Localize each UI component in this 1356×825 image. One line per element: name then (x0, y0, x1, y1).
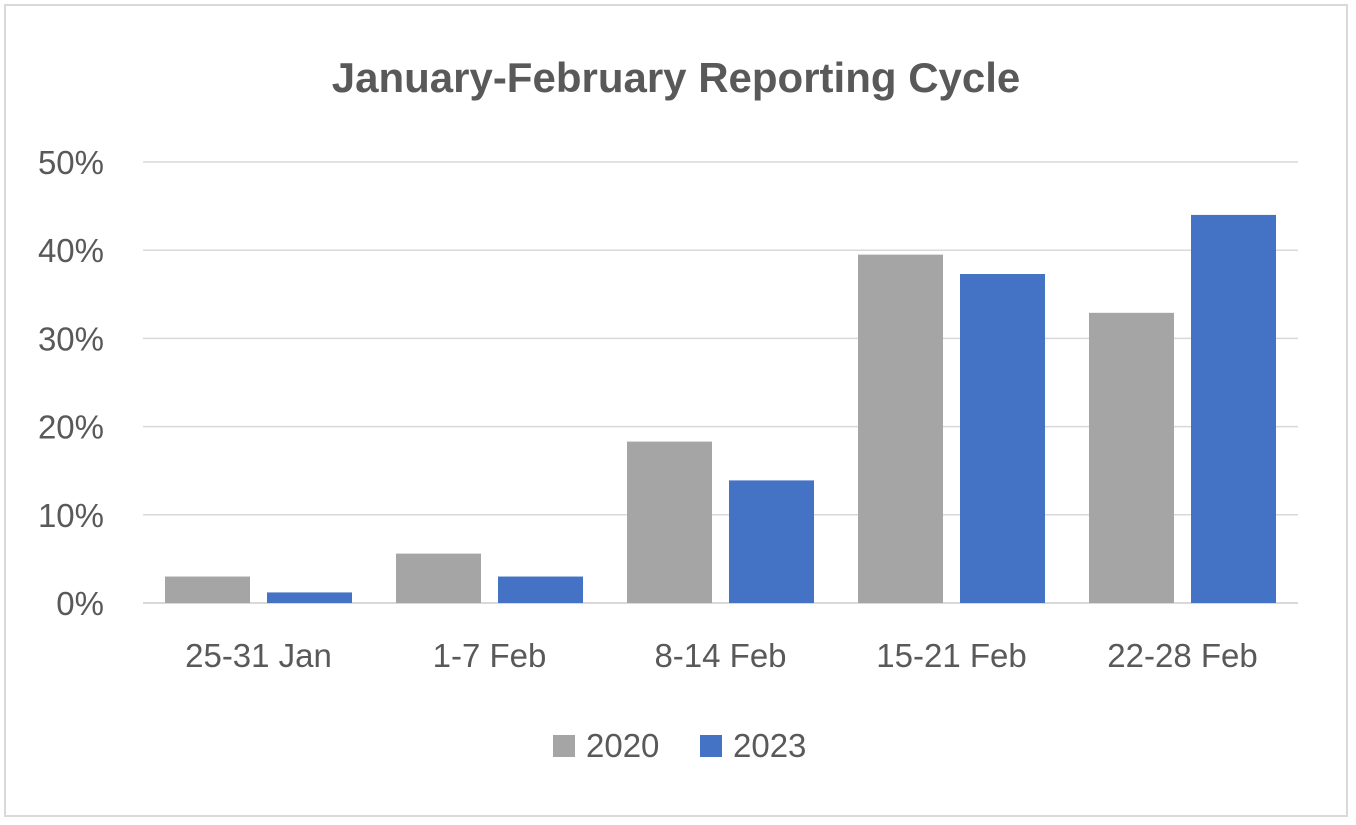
x-tick-label: 8-14 Feb (654, 637, 786, 674)
y-tick-label: 10% (38, 497, 104, 534)
bar-2023-2 (729, 480, 814, 603)
bar-2020-4 (1089, 312, 1174, 603)
x-tick-label: 1-7 Feb (433, 637, 547, 674)
bar-2023-4 (1191, 214, 1276, 604)
x-tick-label: 22-28 Feb (1107, 637, 1257, 674)
x-axis-ticks: 25-31 Jan 1-7 Feb 8-14 Feb 15-21 Feb 22-28 F… (185, 637, 1258, 674)
y-tick-label: 20% (38, 409, 104, 446)
legend: 2020 2023 (553, 727, 806, 764)
bar-2020-2 (627, 441, 712, 603)
y-tick-label: 30% (38, 320, 104, 357)
bar-2020-1 (396, 553, 481, 603)
bars (165, 214, 1276, 604)
bar-2023-1 (498, 576, 583, 603)
bar-2020-0 (165, 576, 250, 603)
y-tick-label: 40% (38, 232, 104, 269)
bar-2023-0 (267, 592, 352, 603)
legend-label: 2023 (733, 727, 806, 764)
bar-2023-3 (960, 274, 1045, 603)
chart-title: January-February Reporting Cycle (332, 54, 1021, 101)
legend-swatch (553, 735, 575, 757)
y-axis-ticks: 0% 10% 20% 30% 40% 50% (38, 144, 104, 622)
legend-label: 2020 (586, 727, 659, 764)
y-tick-label: 50% (38, 144, 104, 181)
y-tick-label: 0% (56, 585, 104, 622)
legend-swatch (700, 735, 722, 757)
bar-2020-3 (858, 254, 943, 604)
x-tick-label: 25-31 Jan (185, 637, 332, 674)
x-tick-label: 15-21 Feb (876, 637, 1026, 674)
